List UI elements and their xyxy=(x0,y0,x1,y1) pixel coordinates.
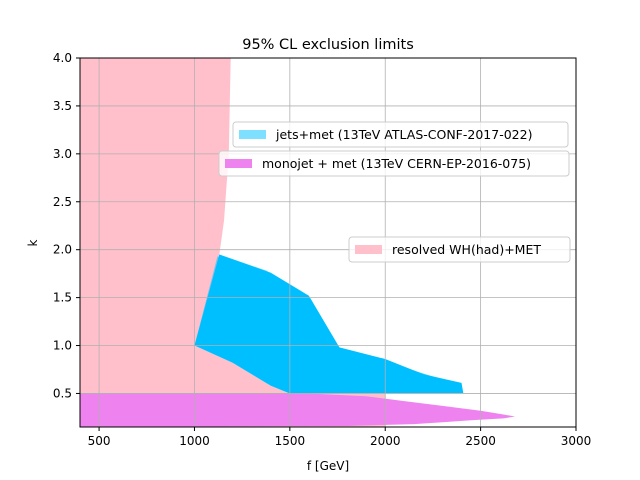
x-tick-label-1: 1000 xyxy=(179,434,210,448)
y-tick-label-1: 1.0 xyxy=(53,339,72,353)
y-tick-label-6: 3.5 xyxy=(53,99,72,113)
legend-label-1: monojet + met (13TeV CERN-EP-2016-075) xyxy=(262,156,531,171)
plot-frame xyxy=(79,57,577,428)
chart-title: 95% CL exclusion limits xyxy=(242,37,414,53)
x-axis-label: f [GeV] xyxy=(307,459,349,473)
region-monojet-met-13tev-cern-ep-2016-075-0 xyxy=(80,393,515,427)
legend-1: monojet + met (13TeV CERN-EP-2016-075) xyxy=(218,150,570,177)
region-jets-met-13tev-atlas-conf-2017-022-2 xyxy=(194,256,456,390)
y-tick-label-5: 3.0 xyxy=(53,147,72,161)
legend-2: resolved WH(had)+MET xyxy=(348,236,571,263)
legend-box-2 xyxy=(348,236,571,263)
legend-label-0: jets+met (13TeV ATLAS-CONF-2017-022) xyxy=(275,127,532,142)
legend-0: jets+met (13TeV ATLAS-CONF-2017-022) xyxy=(232,121,569,148)
y-tick-label-2: 1.5 xyxy=(53,291,72,305)
x-tick-label-3: 2000 xyxy=(370,434,401,448)
legend-swatch-1 xyxy=(225,159,252,168)
x-tick-label-0: 500 xyxy=(88,434,111,448)
legends: jets+met (13TeV ATLAS-CONF-2017-022) mono… xyxy=(218,121,571,263)
y-tick-label-0: 0.5 xyxy=(53,386,72,400)
legend-label-2: resolved WH(had)+MET xyxy=(392,242,541,257)
legend-box-0 xyxy=(232,121,569,148)
x-tick-label-4: 2500 xyxy=(465,434,496,448)
ticks: 500 1000 1500 2000 2500 3000 0.5 1.0 1.5 2.0 2.5 3.… xyxy=(53,51,591,448)
x-tick-label-2: 1500 xyxy=(275,434,306,448)
legend-box-1 xyxy=(218,150,570,177)
axes xyxy=(79,57,577,428)
y-axis-label: k xyxy=(26,239,40,246)
y-tick-label-3: 2.0 xyxy=(53,243,72,257)
y-tick-label-7: 4.0 xyxy=(53,51,72,65)
legend-swatch-0 xyxy=(239,130,266,139)
y-tick-label-4: 2.5 xyxy=(53,195,72,209)
legend-swatch-2 xyxy=(355,245,382,254)
x-tick-label-5: 3000 xyxy=(561,434,592,448)
plot-area xyxy=(80,58,576,427)
region-resolved-wh-had-met-0 xyxy=(80,58,386,427)
